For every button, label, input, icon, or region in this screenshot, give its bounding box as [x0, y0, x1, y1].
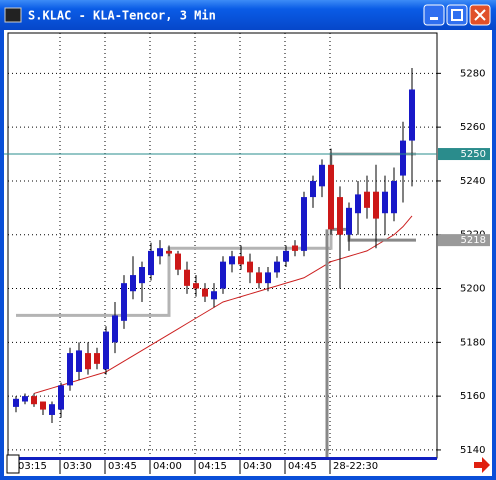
- candle-body: [175, 253, 181, 270]
- candle-body: [211, 291, 217, 300]
- candle-body: [184, 269, 190, 286]
- candle-body: [400, 140, 406, 176]
- candle-body: [22, 396, 28, 402]
- candle-body: [301, 197, 307, 251]
- x-tick-label: 03:30: [63, 461, 92, 472]
- candle-body: [337, 197, 343, 235]
- candle-body: [13, 398, 19, 407]
- candle-body: [409, 89, 415, 141]
- maximize-icon: [451, 9, 463, 21]
- app-icon: [4, 7, 22, 23]
- y-tick-label: 5180: [460, 337, 485, 348]
- x-tick-label: 04:30: [243, 461, 272, 472]
- price-label: 5250: [461, 149, 486, 160]
- candle-body: [355, 194, 361, 214]
- candle-body: [94, 353, 100, 364]
- candle-body: [49, 404, 55, 415]
- title-bar: [0, 0, 496, 30]
- candle-body: [364, 191, 370, 208]
- candle-body: [166, 250, 172, 254]
- maximize-button[interactable]: [446, 4, 468, 26]
- candle-body: [76, 350, 82, 372]
- overlay-line: [33, 215, 413, 394]
- plot-area: [7, 32, 438, 459]
- candle-body: [148, 250, 154, 276]
- candle-body: [31, 396, 37, 405]
- minimize-button[interactable]: [423, 4, 445, 26]
- minimize-icon: [430, 17, 438, 20]
- y-tick-label: 5160: [460, 391, 485, 402]
- candle-body: [139, 267, 145, 284]
- candle-body: [40, 401, 46, 410]
- candle-body: [382, 191, 388, 214]
- scroll-arrow[interactable]: [474, 457, 490, 473]
- candle-body: [328, 164, 334, 230]
- candle-body: [220, 261, 226, 289]
- price-box: [438, 148, 490, 161]
- candle-body: [310, 180, 316, 198]
- close-icon: [474, 9, 486, 21]
- candle-body: [193, 283, 199, 289]
- candle-body: [157, 248, 163, 257]
- candle-body: [346, 207, 352, 235]
- candle-body: [121, 283, 127, 321]
- x-tick-label: 04:45: [288, 461, 317, 472]
- window-title: S.KLAC - KLA-Tencor, 3 Min: [28, 9, 216, 23]
- candle-body: [238, 256, 244, 265]
- x-tick-label: 04:15: [198, 461, 227, 472]
- candle-body: [58, 385, 64, 410]
- price-label: 5218: [461, 235, 486, 246]
- plot: 5140516051805200522052405260528003:1503:…: [4, 33, 490, 474]
- x-tick-label: 03:15: [18, 461, 47, 472]
- y-tick-label: 5240: [460, 176, 485, 187]
- x-tick-label: 28-22:30: [333, 461, 378, 472]
- candle-body: [67, 353, 73, 386]
- candle-body: [373, 191, 379, 219]
- candle-body: [130, 275, 136, 292]
- candle-body: [274, 261, 280, 273]
- x-tick-label: 04:00: [153, 461, 182, 472]
- candle-body: [103, 331, 109, 370]
- candle-body: [283, 250, 289, 262]
- scroll-thumb[interactable]: [6, 454, 20, 474]
- x-tick-label: 03:45: [108, 461, 137, 472]
- candle-body: [292, 245, 298, 251]
- y-tick-label: 5140: [460, 445, 485, 456]
- candle-body: [229, 256, 235, 265]
- candle-body: [247, 261, 253, 273]
- candle-body: [112, 315, 118, 343]
- candle-body: [319, 164, 325, 187]
- candle-body: [391, 180, 397, 214]
- candle-body: [85, 353, 91, 370]
- y-tick-label: 5260: [460, 122, 485, 133]
- candle-body: [202, 288, 208, 297]
- candle-body: [256, 272, 262, 284]
- y-tick-label: 5200: [460, 284, 485, 295]
- y-tick-label: 5280: [460, 68, 485, 79]
- price-box: [438, 234, 490, 247]
- candle-body: [265, 272, 271, 284]
- scroll-bar: [8, 457, 437, 460]
